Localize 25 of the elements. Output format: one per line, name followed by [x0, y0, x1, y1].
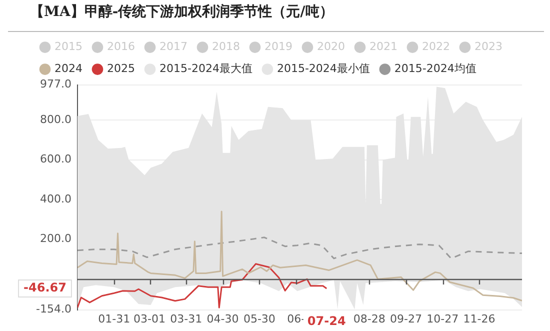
- y-tick-label: 800.0: [40, 112, 72, 126]
- legend-label: 2025: [106, 62, 135, 76]
- legend-label: 2015-2024最大值: [159, 62, 252, 76]
- x-tick-label: 08-28: [353, 312, 386, 326]
- y-tick-label: 600.0: [40, 152, 72, 166]
- legend-label: 2015-2024最小值: [276, 62, 370, 76]
- x-tick-label: 09-27: [390, 312, 422, 326]
- y-tick-label: 400.0: [40, 192, 72, 206]
- x-tick-label: 10-27: [426, 312, 459, 326]
- x-tick-label: 03-31: [170, 312, 202, 326]
- x-tick-label: 11-26: [463, 312, 496, 326]
- text: 07-24: [307, 314, 346, 328]
- x-tick-label: 05-30: [243, 312, 276, 326]
- chart-title: 【MA】甲醇-传统下游加权利润季节性（元/吨）: [30, 3, 334, 20]
- text: -46.67: [24, 280, 66, 295]
- legend-label: 2015-2024均值: [394, 62, 476, 76]
- x-tick-label: 04-30: [206, 312, 239, 326]
- x-tick-label: 03-01: [134, 312, 166, 326]
- y-tick-label: 977.0: [40, 78, 72, 91]
- y-tick-label: 200.0: [40, 232, 72, 246]
- x-tick-label: 01-31: [98, 312, 130, 326]
- line-series: [77, 236, 522, 260]
- y-tick-label: -154.0: [36, 302, 72, 316]
- legend-label: 2024: [54, 62, 82, 76]
- x-tick-label: 06-: [287, 312, 306, 326]
